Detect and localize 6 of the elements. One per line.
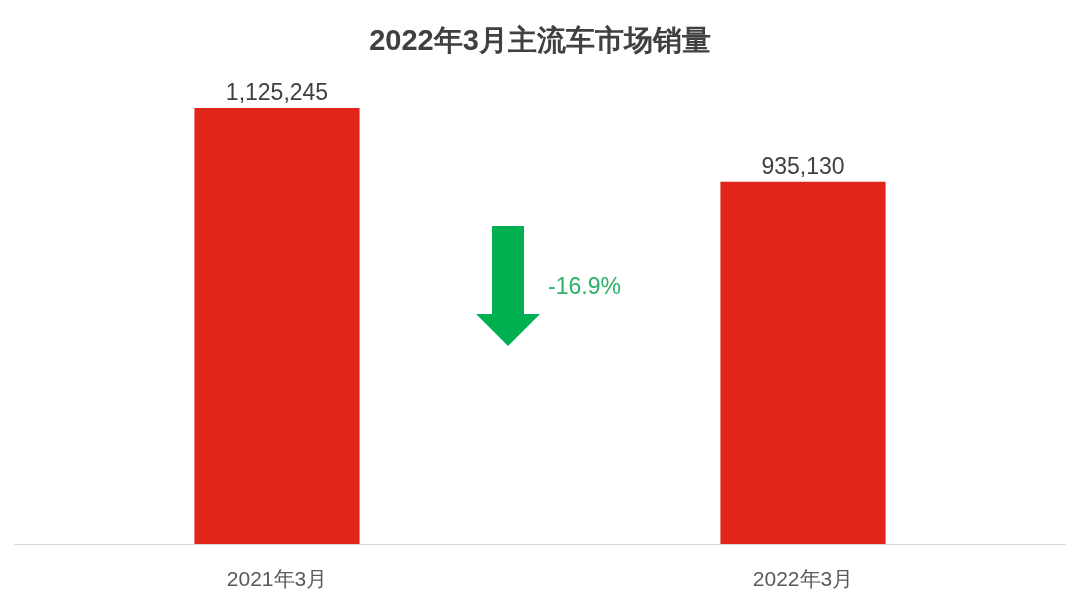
x-tick-label: 2021年3月	[226, 567, 328, 591]
data-label: 1,125,245	[225, 79, 329, 105]
annotation: -16.9%	[548, 273, 621, 299]
chart-title: 2022年3月主流车市场销量	[369, 24, 711, 57]
x-tick-label: 2022年3月	[752, 567, 854, 591]
data-label: 935,130	[761, 152, 845, 179]
